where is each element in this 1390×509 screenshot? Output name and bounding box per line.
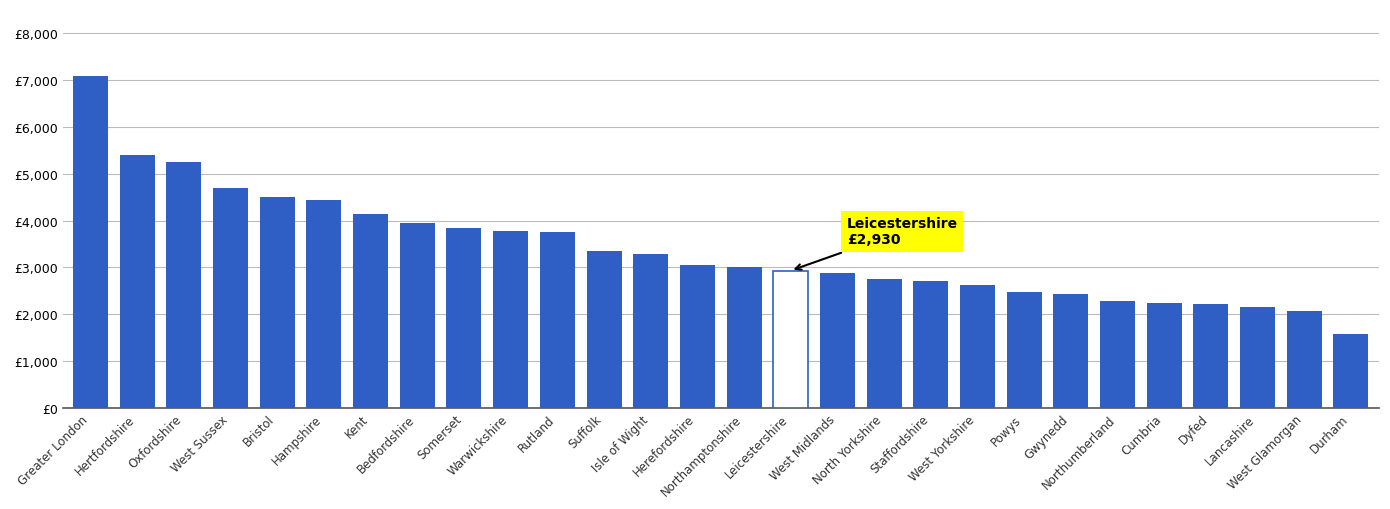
Bar: [913, 282, 948, 408]
Bar: [213, 188, 247, 408]
Bar: [167, 163, 202, 408]
Bar: [446, 228, 481, 408]
Bar: [820, 274, 855, 408]
Text: Leicestershire
£2,930: Leicestershire £2,930: [795, 217, 958, 270]
Bar: [773, 271, 808, 408]
Bar: [1194, 304, 1229, 408]
Bar: [634, 254, 669, 408]
Bar: [1099, 302, 1136, 408]
Bar: [727, 268, 762, 408]
Bar: [353, 214, 388, 408]
Bar: [493, 232, 528, 408]
Bar: [1333, 334, 1368, 408]
Bar: [680, 266, 714, 408]
Bar: [400, 223, 435, 408]
Bar: [539, 233, 575, 408]
Bar: [260, 198, 295, 408]
Bar: [1287, 311, 1322, 408]
Bar: [1006, 293, 1041, 408]
Bar: [1240, 307, 1275, 408]
Bar: [120, 156, 154, 408]
Bar: [74, 76, 108, 408]
Bar: [866, 279, 902, 408]
Bar: [1147, 304, 1182, 408]
Bar: [306, 200, 342, 408]
Bar: [1054, 295, 1088, 408]
Bar: [587, 251, 621, 408]
Bar: [960, 286, 995, 408]
